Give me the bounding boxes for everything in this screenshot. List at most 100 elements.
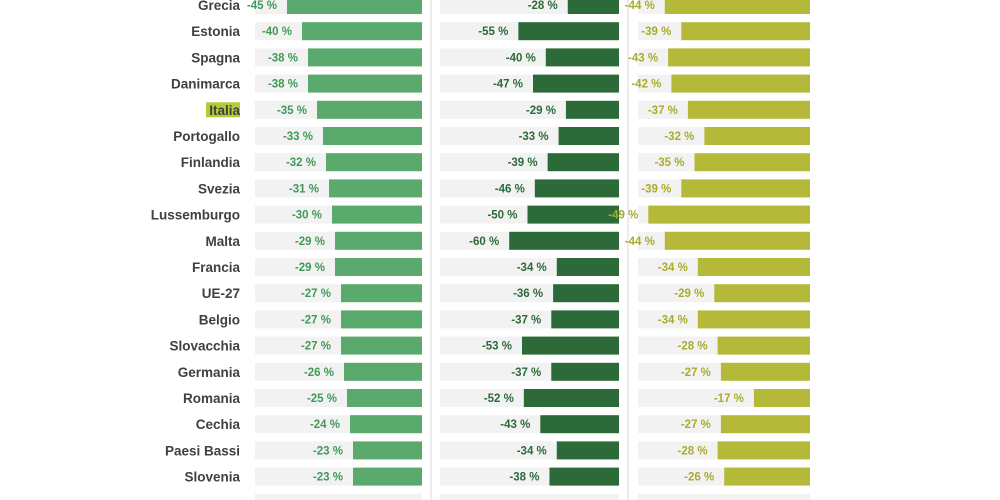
data-label: -29 % — [526, 105, 556, 117]
bar — [714, 284, 810, 303]
data-label: -33 % — [283, 131, 313, 143]
data-label: -37 % — [648, 105, 678, 117]
bar — [350, 415, 422, 434]
category-label: Portogallo — [173, 129, 240, 144]
data-label: -39 % — [641, 26, 671, 38]
data-label: -31 % — [289, 183, 319, 195]
category-label: Svezia — [198, 181, 241, 196]
data-label: -27 % — [681, 419, 711, 431]
bar — [287, 0, 422, 14]
bar — [664, 231, 810, 250]
category-label: Finlandia — [181, 155, 241, 170]
bar — [335, 258, 422, 276]
data-label: -26 % — [304, 367, 334, 379]
bar — [717, 336, 810, 355]
category-label: Lussemburgo — [151, 208, 240, 223]
bar — [540, 415, 619, 434]
bar — [323, 127, 422, 145]
bar — [335, 231, 422, 250]
bar — [341, 284, 422, 303]
category-label: Romania — [183, 391, 241, 406]
bar — [720, 415, 810, 434]
data-label: -37 % — [511, 367, 541, 379]
data-label: -60 % — [469, 236, 499, 248]
data-label: -28 % — [678, 445, 708, 457]
data-label: -39 % — [641, 183, 671, 195]
bar — [551, 310, 619, 329]
data-label: -44 % — [625, 0, 655, 12]
data-label: -33 % — [519, 131, 549, 143]
bar — [697, 258, 810, 276]
data-label: -55 % — [478, 26, 508, 38]
data-label: -40 % — [506, 52, 536, 64]
data-label: -38 % — [268, 52, 298, 64]
category-label: Belgio — [199, 312, 240, 327]
data-label: -29 % — [674, 288, 704, 300]
data-label: -25 % — [307, 393, 337, 405]
bar — [697, 310, 810, 329]
bar-track — [440, 493, 619, 500]
bar — [332, 205, 422, 224]
category-label: Paesi Bassi — [165, 443, 240, 458]
bar — [341, 310, 422, 329]
bar — [724, 467, 810, 486]
bar — [545, 48, 619, 67]
category-label: Spagna — [191, 50, 240, 65]
bar — [556, 258, 619, 276]
data-label: -32 % — [664, 131, 694, 143]
data-label: -38 % — [509, 472, 539, 484]
data-label: -46 % — [495, 183, 525, 195]
bar — [518, 22, 619, 41]
data-label: -34 % — [517, 262, 547, 274]
data-label: -42 % — [631, 79, 661, 91]
bar — [509, 231, 619, 250]
bar — [687, 100, 810, 119]
data-label: -27 % — [301, 341, 331, 353]
bar — [347, 389, 422, 407]
bar — [681, 179, 810, 198]
bar — [317, 100, 422, 119]
data-label: -43 % — [500, 419, 530, 431]
data-label: -49 % — [608, 210, 638, 222]
data-label: -40 % — [262, 26, 292, 38]
data-label: -34 % — [658, 262, 688, 274]
bar — [671, 74, 810, 93]
data-label: -23 % — [313, 445, 343, 457]
bar — [694, 153, 810, 172]
category-label: Germania — [178, 365, 241, 380]
data-label: -29 % — [295, 262, 325, 274]
bar — [648, 205, 810, 224]
bar — [341, 336, 422, 355]
bar — [704, 127, 810, 145]
data-label: -29 % — [295, 236, 325, 248]
bar — [717, 441, 810, 460]
data-label: -50 % — [487, 210, 517, 222]
bar — [753, 389, 810, 407]
category-highlight — [206, 102, 240, 118]
bar — [532, 74, 619, 93]
bar — [668, 48, 810, 67]
bar — [329, 179, 422, 198]
labels-layer: Grecia -45 % -28 % -44 % Estonia -40 % -55 % -3… — [151, 0, 744, 485]
category-label: Italia — [209, 103, 240, 118]
category-label: Slovacchia — [169, 339, 240, 354]
category-label: Grecia — [198, 0, 241, 13]
bar — [567, 0, 619, 14]
data-label: -37 % — [511, 314, 541, 326]
data-label: -53 % — [482, 341, 512, 353]
category-label: Estonia — [191, 24, 240, 39]
data-label: -26 % — [684, 472, 714, 484]
data-label: -17 % — [714, 393, 744, 405]
bar — [344, 362, 422, 381]
bar — [527, 205, 619, 224]
data-label: -32 % — [286, 157, 316, 169]
data-label: -43 % — [628, 52, 658, 64]
bar — [720, 362, 810, 381]
bar — [353, 467, 422, 486]
category-label: Cechia — [196, 417, 241, 432]
bar — [547, 153, 619, 172]
data-label: -47 % — [493, 79, 523, 91]
data-label: -52 % — [484, 393, 514, 405]
category-label: Francia — [192, 260, 241, 275]
bar — [534, 179, 619, 198]
